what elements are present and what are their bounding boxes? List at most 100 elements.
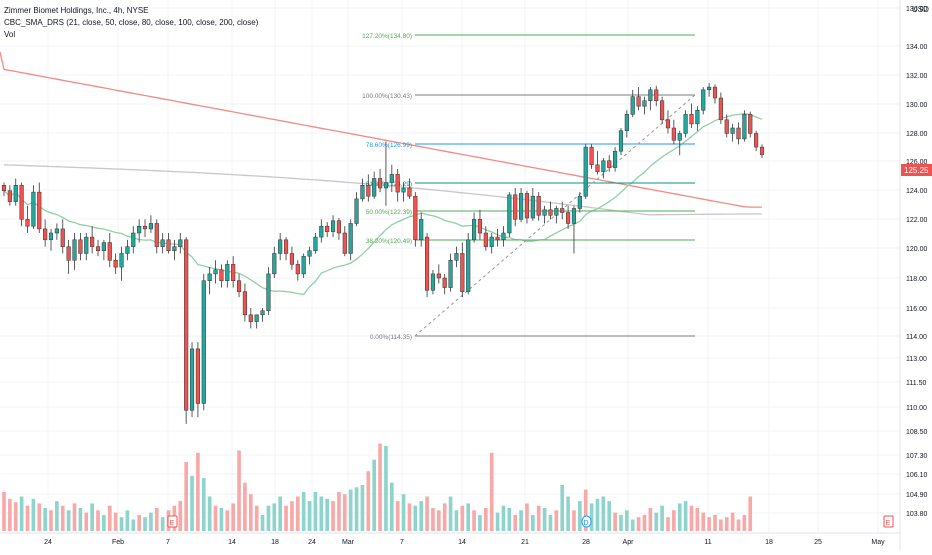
y-tick-label: 120.00 [906,246,928,253]
candle-body [25,219,30,227]
volume-bar [472,510,476,531]
volume-bar [213,505,218,531]
y-tick-label: 126.00 [906,159,928,166]
fibonacci-retracement[interactable]: 127.20%(134.80) 100.00%(130.43) 78.60%(126… [362,33,696,341]
volume-bar [301,491,306,531]
candle-body [472,219,477,241]
candle-body [642,100,647,107]
candle-body [313,236,318,251]
x-tick-label: 14 [458,539,466,546]
x-tick-label: 14 [228,539,236,546]
volume-bar [225,510,230,531]
candle-body [236,280,242,292]
volume-bar [554,510,559,531]
volume-bar [660,505,664,531]
fib-level-label: 127.20%(134.80) [362,33,412,40]
volume-bar [278,496,282,531]
candle-body [477,219,483,234]
volume-bar [31,498,36,531]
volume-bar [707,517,711,531]
fib-level-label: 78.60%(126.99) [366,142,412,149]
candle-body [219,269,224,281]
candle-body [178,239,183,247]
y-tick-label: 136.00 [906,6,928,13]
volume-bar [231,503,235,531]
candle-body [601,160,606,172]
volume-bar [19,496,24,531]
candle-body [354,198,359,224]
volume-bar [454,510,459,531]
candle-body [618,130,624,152]
candle-body [424,236,430,291]
y-tick-label: 104.90 [906,492,928,499]
candle-body [72,239,77,261]
volume-bar [425,496,429,531]
candle-body [336,220,342,234]
candle-body [319,225,324,238]
volume-bar [13,502,18,531]
candle-body [19,185,24,220]
candle-body [495,236,500,241]
candle-body [90,236,95,247]
candle-body [742,114,747,140]
indicator-label[interactable]: CBC_SMA_DRS (21, close, 50, close, 80, c… [4,18,259,27]
candle-body [342,232,347,254]
volume-bar [536,505,541,531]
x-tick-label: 24 [44,539,52,546]
candle-body [48,232,54,241]
candle-body [260,310,265,316]
volume-bar [266,505,271,531]
volume-bar [72,503,77,531]
candle-body [289,253,294,265]
volume-bar [666,517,670,531]
candle-body [142,225,148,230]
volume-label[interactable]: Vol [4,30,15,39]
fib-trend-line [414,94,696,337]
candle-body [78,239,83,254]
volume-bar [730,512,735,531]
x-tick-label: Mar [342,539,355,546]
last-price-value: 125.25 [904,166,929,175]
volume-bar [348,489,353,531]
candle-body [695,110,700,125]
candle-body [166,239,171,251]
candle-body [348,223,353,254]
candle-body [254,314,259,322]
candle-body [119,253,124,268]
candle-body [595,164,600,172]
candle-body [689,114,694,125]
volume-bar [290,501,294,531]
candle-body [736,127,741,140]
event-marker [581,515,592,528]
candle-body [330,220,336,232]
volume-bar [683,501,688,531]
volume-bar [331,501,335,531]
volume-bar [190,475,194,531]
candle-body [501,232,506,241]
candle-body [530,195,535,219]
price-axis[interactable]: 136.00 134.00 132.00 130.00 128.00 126.00 124.… [899,0,932,550]
volume-bar [677,503,682,531]
y-tick-label: 122.00 [906,217,928,224]
time-axis[interactable]: 24 Feb 7 14 18 24 Mar 7 14 21 28 Apr 11 18 25 May E D E [0,515,900,546]
candle-body [54,228,59,234]
candle-body [37,191,42,230]
x-tick-label: 25 [814,539,822,546]
candle-body [278,239,283,254]
candle-body [131,232,136,247]
candle-body [754,133,759,148]
volume-bar [572,510,576,531]
fib-level-label: 0.00%(114.35) [370,334,412,341]
y-tick-label: 116.00 [906,306,927,313]
candle-body [577,195,582,209]
volume-bar [49,510,53,531]
candle-body [730,127,735,134]
y-tick-label: 106.10 [906,472,928,479]
volume-bar [654,512,659,531]
candle-body [636,96,641,107]
volume-bar [25,505,30,531]
volume-bar [313,491,318,531]
candle-body [548,209,553,216]
